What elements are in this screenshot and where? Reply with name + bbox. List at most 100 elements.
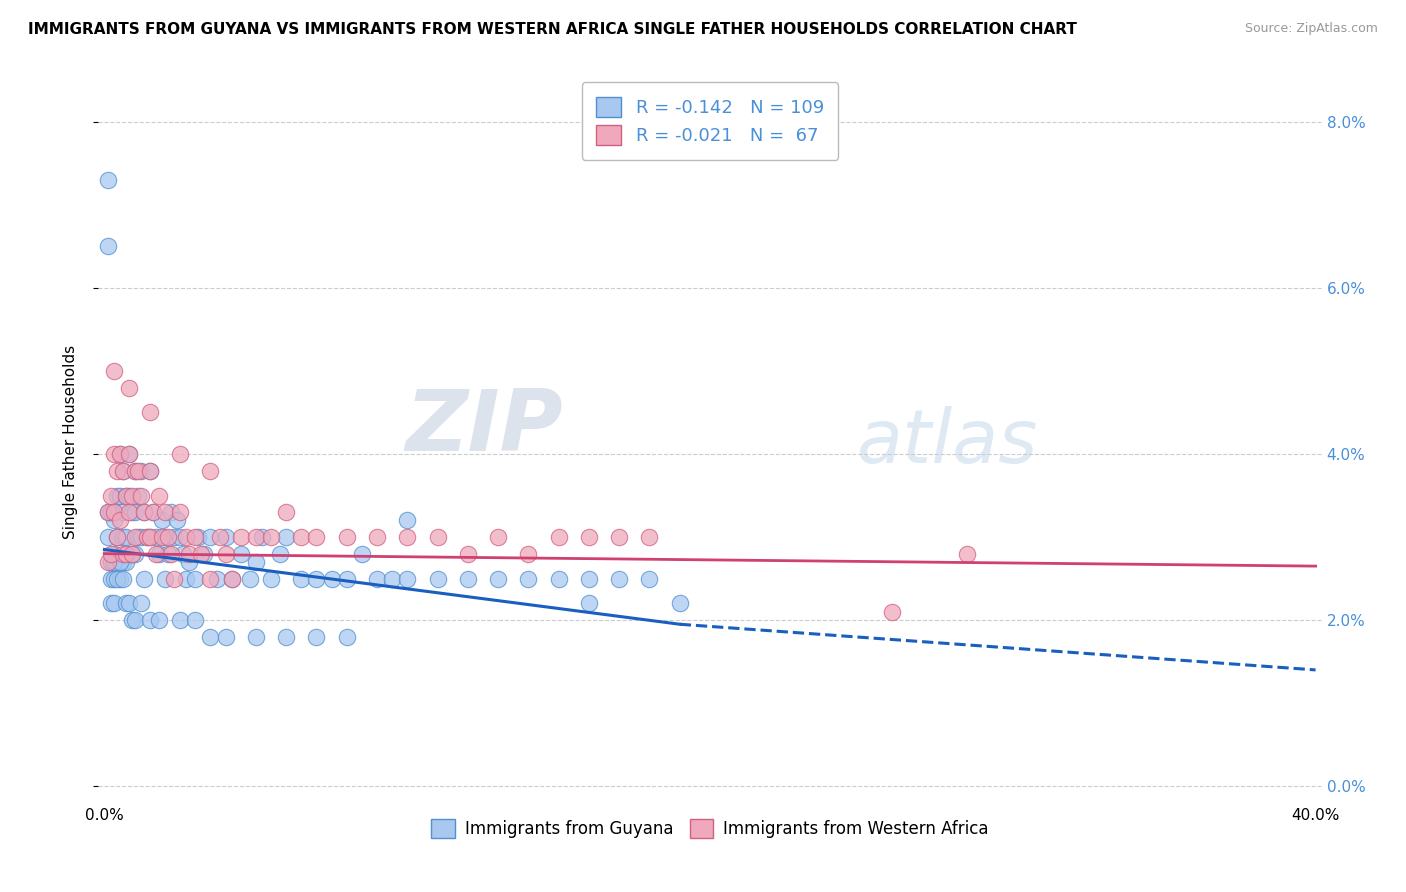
Point bbox=[139, 613, 162, 627]
Point bbox=[214, 630, 236, 644]
Point bbox=[142, 505, 165, 519]
Point bbox=[245, 555, 267, 569]
Point bbox=[486, 530, 509, 544]
Point bbox=[96, 173, 118, 187]
Point bbox=[160, 505, 183, 519]
Point bbox=[129, 489, 152, 503]
Point bbox=[121, 547, 143, 561]
Point bbox=[145, 530, 167, 544]
Point bbox=[96, 505, 118, 519]
Point bbox=[229, 547, 252, 561]
Point bbox=[139, 464, 162, 478]
Point bbox=[118, 489, 141, 503]
Point bbox=[127, 489, 149, 503]
Point bbox=[100, 547, 122, 561]
Y-axis label: Single Father Households: Single Father Households bbox=[63, 344, 77, 539]
Point bbox=[668, 597, 690, 611]
Point bbox=[103, 505, 125, 519]
Point bbox=[139, 530, 162, 544]
Point bbox=[100, 489, 122, 503]
Point bbox=[114, 489, 136, 503]
Point bbox=[163, 572, 186, 586]
Point bbox=[426, 572, 449, 586]
Point bbox=[111, 572, 134, 586]
Point bbox=[208, 530, 231, 544]
Point bbox=[366, 530, 388, 544]
Point bbox=[169, 447, 191, 461]
Point bbox=[132, 572, 155, 586]
Point bbox=[129, 597, 152, 611]
Point bbox=[169, 613, 191, 627]
Point bbox=[100, 597, 122, 611]
Point bbox=[150, 513, 173, 527]
Point bbox=[105, 530, 128, 544]
Point bbox=[260, 572, 283, 586]
Point bbox=[108, 555, 131, 569]
Point bbox=[118, 547, 141, 561]
Point bbox=[118, 597, 141, 611]
Point bbox=[105, 464, 128, 478]
Point bbox=[486, 572, 509, 586]
Point bbox=[214, 530, 236, 544]
Point bbox=[187, 530, 209, 544]
Text: IMMIGRANTS FROM GUYANA VS IMMIGRANTS FROM WESTERN AFRICA SINGLE FATHER HOUSEHOLD: IMMIGRANTS FROM GUYANA VS IMMIGRANTS FRO… bbox=[28, 22, 1077, 37]
Point bbox=[114, 547, 136, 561]
Point bbox=[118, 447, 141, 461]
Text: atlas: atlas bbox=[856, 406, 1038, 477]
Point bbox=[276, 530, 298, 544]
Point bbox=[139, 464, 162, 478]
Point bbox=[114, 597, 136, 611]
Point bbox=[426, 530, 449, 544]
Point bbox=[108, 447, 131, 461]
Point bbox=[184, 613, 207, 627]
Point bbox=[100, 555, 122, 569]
Point bbox=[229, 530, 252, 544]
Point bbox=[153, 505, 176, 519]
Point bbox=[124, 547, 146, 561]
Point bbox=[96, 530, 118, 544]
Point bbox=[336, 630, 359, 644]
Point bbox=[135, 530, 157, 544]
Point bbox=[114, 530, 136, 544]
Point bbox=[350, 547, 373, 561]
Point bbox=[148, 547, 170, 561]
Point bbox=[111, 505, 134, 519]
Point bbox=[129, 464, 152, 478]
Point bbox=[108, 489, 131, 503]
Point bbox=[184, 572, 207, 586]
Point bbox=[457, 547, 479, 561]
Point bbox=[139, 405, 162, 419]
Point bbox=[276, 630, 298, 644]
Point bbox=[124, 464, 146, 478]
Point bbox=[96, 239, 118, 253]
Point bbox=[103, 572, 125, 586]
Point bbox=[190, 547, 212, 561]
Point bbox=[638, 572, 661, 586]
Point bbox=[111, 464, 134, 478]
Point bbox=[103, 513, 125, 527]
Point bbox=[105, 530, 128, 544]
Point bbox=[118, 380, 141, 394]
Point bbox=[269, 547, 291, 561]
Point bbox=[111, 547, 134, 561]
Point bbox=[305, 530, 328, 544]
Point bbox=[148, 489, 170, 503]
Point bbox=[290, 530, 312, 544]
Text: Source: ZipAtlas.com: Source: ZipAtlas.com bbox=[1244, 22, 1378, 36]
Point bbox=[157, 547, 180, 561]
Point bbox=[290, 572, 312, 586]
Point bbox=[193, 547, 215, 561]
Point bbox=[607, 530, 630, 544]
Point bbox=[396, 513, 419, 527]
Point bbox=[100, 572, 122, 586]
Point bbox=[111, 464, 134, 478]
Point bbox=[150, 530, 173, 544]
Point bbox=[517, 547, 540, 561]
Point bbox=[381, 572, 404, 586]
Point bbox=[276, 505, 298, 519]
Point bbox=[124, 530, 146, 544]
Point bbox=[124, 464, 146, 478]
Point bbox=[880, 605, 903, 619]
Point bbox=[108, 513, 131, 527]
Point bbox=[336, 530, 359, 544]
